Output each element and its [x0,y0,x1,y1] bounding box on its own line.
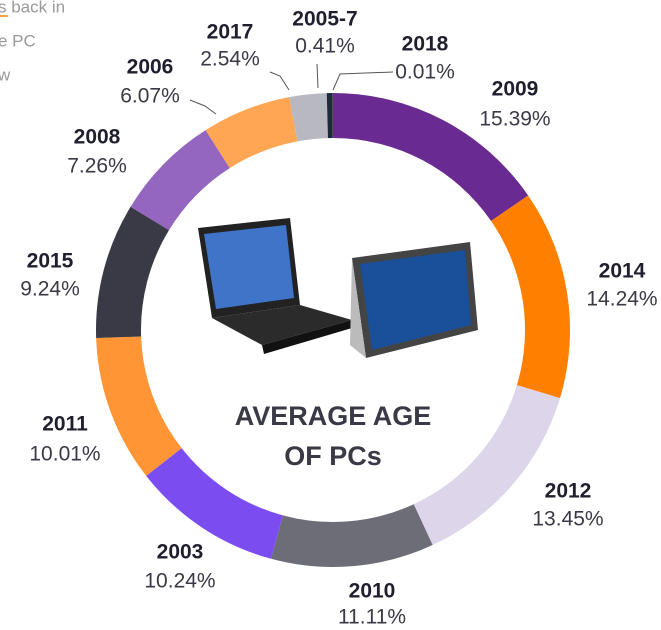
category-label: 2015 [27,250,74,273]
chart: s back in e PC w AVERAGE AGE OF PCs 2009… [0,0,661,630]
donut-segment [131,130,230,230]
value-label: 15.39% [479,108,550,131]
donut-segment [491,195,570,398]
value-label: 9.24% [20,278,80,301]
donut-segment [96,336,182,475]
donut-segment [271,504,433,567]
category-label: 2006 [127,56,174,79]
category-label: 2009 [492,78,539,101]
category-label: 2005-7 [292,8,357,31]
category-label: 2017 [207,21,254,44]
category-label: 2018 [402,33,449,56]
category-label: 2014 [599,260,646,283]
value-label: 11.11% [338,606,406,629]
page-text: w [0,65,11,84]
category-label: 2003 [157,541,204,564]
leader-line [190,100,216,114]
value-label: 6.07% [120,85,180,108]
center-annotation: AVERAGE AGE [235,401,432,431]
donut-segment [96,207,169,338]
value-label: 10.01% [29,443,100,466]
value-label: 0.01% [395,61,455,84]
page-text: e PC [0,31,36,50]
value-label: 14.24% [586,288,657,311]
page-text: s back in [0,0,65,16]
value-label: 10.24% [144,570,215,593]
category-label: 2012 [545,480,592,503]
category-label: 2010 [349,580,396,603]
value-label: 0.41% [295,35,355,58]
leader-line [270,72,289,90]
leader-line [333,72,393,90]
value-label: 2.54% [200,48,260,71]
laptops-illustration [198,218,478,358]
value-label: 13.45% [532,508,603,531]
leader-line [317,64,318,88]
value-label: 7.26% [67,155,127,178]
center-annotation: OF PCs [284,441,382,471]
category-label: 2011 [42,413,88,436]
category-label: 2008 [74,126,121,149]
